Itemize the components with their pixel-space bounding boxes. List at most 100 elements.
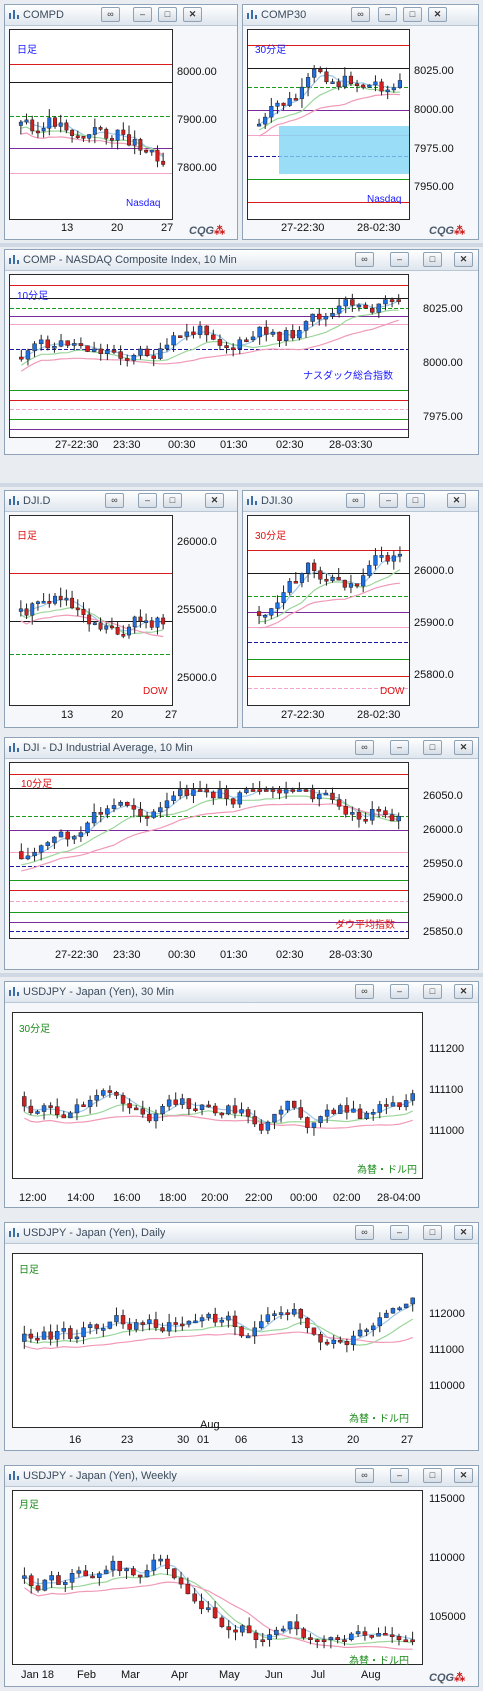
link-icon[interactable]: ∞ [351,7,370,22]
maximize-button[interactable]: □ [406,493,425,508]
candle-body [54,1331,60,1340]
link-icon[interactable]: ∞ [355,984,374,999]
candle-body [308,1637,313,1640]
close-button[interactable]: ✕ [428,7,447,22]
titlebar[interactable]: DJI.30 ∞ – □ ✕ [243,491,478,512]
window-dji-daily[interactable]: DJI.D ∞ – □ ✕ 日足 DOW 26000.0 25500.0 250… [4,490,238,728]
maximize-button[interactable]: □ [423,740,442,755]
x-tick-label: 00:30 [168,949,196,961]
maximize-button[interactable]: □ [163,493,182,508]
chart-plot[interactable] [9,29,173,220]
y-tick-label: 26000.0 [177,536,217,548]
titlebar[interactable]: COMPD ∞ – □ ✕ [5,5,237,26]
close-button[interactable]: ✕ [454,1225,473,1240]
maximize-button[interactable]: □ [403,7,422,22]
titlebar[interactable]: COMP30 ∞ – □ ✕ [243,5,478,26]
titlebar[interactable]: USDJPY - Japan (Yen), Daily ∞ – □ ✕ [5,1223,478,1244]
moving-average-line [20,598,164,632]
y-tick-label: 110000 [429,1380,465,1392]
titlebar[interactable]: USDJPY - Japan (Yen), 30 Min ∞ – □ ✕ [5,982,478,1003]
candle-body [61,1114,67,1119]
candle-body [283,330,289,342]
close-button[interactable]: ✕ [447,493,466,508]
close-button[interactable]: ✕ [205,493,224,508]
close-button[interactable]: ✕ [454,252,473,267]
close-button[interactable]: ✕ [183,7,202,22]
candle-body [140,1108,146,1115]
candle-body [330,792,335,800]
candle-body [303,321,309,331]
candle-body [144,348,150,357]
candle-body [65,831,70,840]
candle-body [274,1629,279,1635]
chart-plot[interactable] [9,274,409,438]
candle-body [92,127,97,135]
titlebar[interactable]: USDJPY - Japan (Yen), Weekly ∞ – □ ✕ [5,1466,478,1487]
maximize-button[interactable]: □ [423,252,442,267]
titlebar[interactable]: DJI.D ∞ – □ ✕ [5,491,237,512]
link-icon[interactable]: ∞ [105,493,124,508]
maximize-button[interactable]: □ [423,1225,442,1240]
maximize-button[interactable]: □ [423,1468,442,1483]
candle-body [111,350,117,353]
candle-body [107,1090,113,1093]
minimize-button[interactable]: – [390,1225,409,1240]
candle-body [138,348,143,356]
candle-body [120,1095,126,1104]
titlebar[interactable]: COMP - NASDAQ Composite Index, 10 Min ∞ … [5,250,478,271]
minimize-button[interactable]: – [390,984,409,999]
minimize-button[interactable]: – [390,252,409,267]
y-tick-label: 25500.0 [177,604,217,616]
close-button[interactable]: ✕ [454,740,473,755]
link-icon[interactable]: ∞ [101,7,120,22]
chart-plot[interactable] [247,29,410,220]
candle-body [263,615,268,618]
window-dji-10min[interactable]: DJI - DJ Industrial Average, 10 Min ∞ – … [4,737,479,970]
window-usdjpy-30min[interactable]: USDJPY - Japan (Yen), 30 Min ∞ – □ ✕ 30分… [4,981,479,1208]
window-usdjpy-weekly[interactable]: USDJPY - Japan (Yen), Weekly ∞ – □ ✕ 月足 … [4,1465,479,1687]
maximize-button[interactable]: □ [158,7,177,22]
chart-plot[interactable] [12,1490,423,1665]
highlight-band [279,126,409,174]
minimize-button[interactable]: – [138,493,157,508]
candle-body [115,129,120,141]
minimize-button[interactable]: – [390,740,409,755]
candle-body [336,305,342,314]
window-dji-30[interactable]: DJI.30 ∞ – □ ✕ 30分足 DOW 26000.0 25900.0 … [242,490,479,728]
link-icon[interactable]: ∞ [355,252,374,267]
candle-body [219,1319,225,1323]
candle-body [70,597,75,609]
minimize-button[interactable]: – [133,7,152,22]
candle-body [121,129,126,135]
chart-plot[interactable] [12,1253,423,1428]
minimize-button[interactable]: – [390,1468,409,1483]
chart-plot[interactable] [247,515,410,706]
link-icon[interactable]: ∞ [346,493,365,508]
moving-average-line [24,1092,413,1124]
candle-body [224,345,229,349]
candle-body [94,1324,99,1329]
chart-plot[interactable] [12,1012,423,1179]
titlebar[interactable]: DJI - DJ Industrial Average, 10 Min ∞ – … [5,738,478,759]
window-comp-10min[interactable]: COMP - NASDAQ Composite Index, 10 Min ∞ … [4,249,479,455]
candle-body [310,789,315,800]
close-button[interactable]: ✕ [454,984,473,999]
maximize-button[interactable]: □ [423,984,442,999]
link-icon[interactable]: ∞ [355,1468,374,1483]
cqg-logo: CQG⁂ [429,1672,466,1684]
window-comp30[interactable]: COMP30 ∞ – □ ✕ 30分足 Nasdaq 8025.00 8000.… [242,4,479,240]
candle-body [74,1336,80,1340]
window-usdjpy-daily[interactable]: USDJPY - Japan (Yen), Daily ∞ – □ ✕ 日足 為… [4,1222,479,1451]
candle-body [342,75,347,88]
candle-body [212,1313,218,1323]
chart-plot[interactable] [9,515,173,706]
candle-body [348,75,354,84]
link-icon[interactable]: ∞ [355,1225,374,1240]
close-button[interactable]: ✕ [454,1468,473,1483]
minimize-button[interactable]: – [379,493,398,508]
chart-plot[interactable] [9,762,409,939]
minimize-button[interactable]: – [378,7,397,22]
candle-body [338,1339,343,1343]
link-icon[interactable]: ∞ [355,740,374,755]
window-compd[interactable]: COMPD ∞ – □ ✕ 日足 Nasdaq 8000.00 7900.00 … [4,4,238,240]
